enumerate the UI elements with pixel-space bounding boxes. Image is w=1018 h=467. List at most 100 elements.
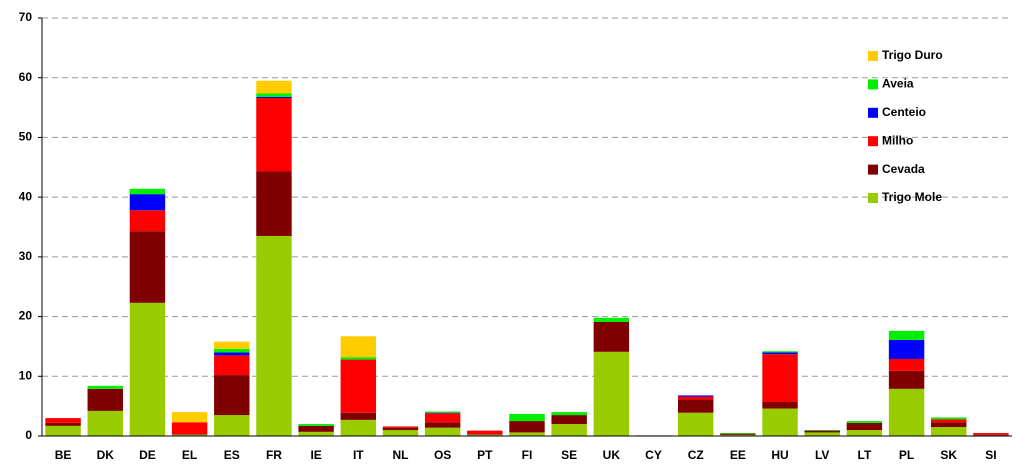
bar-segment — [846, 421, 883, 423]
y-tick-label: 40 — [19, 189, 33, 203]
bar-segment — [171, 434, 208, 435]
bar-segment — [551, 412, 587, 416]
bar-segment — [340, 412, 377, 420]
bar-segment — [129, 194, 166, 211]
bar-segment — [762, 401, 798, 409]
bar-segment — [762, 351, 798, 353]
bar-segment — [424, 427, 461, 436]
bar-segment — [214, 341, 250, 349]
bar-segment — [171, 412, 208, 423]
x-tick-label: IE — [310, 448, 321, 462]
bar-segment — [467, 430, 503, 435]
bar-segment — [129, 302, 166, 436]
legend-label: Milho — [882, 133, 913, 147]
x-tick-label: FR — [266, 448, 282, 462]
legend-label: Cevada — [882, 162, 925, 176]
bar-segment — [45, 425, 81, 436]
bar-segment — [298, 431, 334, 436]
bar-segment — [256, 96, 292, 99]
bar-segment — [720, 433, 756, 435]
bar-segment — [214, 375, 250, 416]
bar-segment — [171, 422, 208, 435]
y-tick-label: 60 — [19, 70, 33, 84]
bar-segment — [214, 352, 250, 356]
bar-segment — [129, 188, 166, 195]
bar-segment — [509, 432, 545, 436]
x-tick-label: IT — [353, 448, 364, 462]
x-tick-label: NL — [392, 448, 408, 462]
legend-swatch — [868, 107, 878, 118]
bar-segment — [973, 434, 1009, 436]
x-tick-label: BE — [55, 448, 72, 462]
x-tick-label: DK — [97, 448, 115, 462]
bar-segment — [846, 422, 883, 431]
bar-segment — [340, 419, 377, 436]
bar-segment — [340, 336, 377, 358]
x-tick-label: SI — [985, 448, 996, 462]
bar-segment — [256, 93, 292, 97]
bar-segment — [593, 351, 630, 436]
bar-segment — [256, 80, 292, 94]
y-tick-label: 10 — [19, 368, 33, 382]
bar-segment — [973, 433, 1009, 435]
x-tick-label: FI — [522, 448, 533, 462]
x-tick-label: CY — [645, 448, 662, 462]
bar-segment — [888, 339, 925, 359]
bar-segment — [888, 388, 925, 436]
bar-segment — [45, 422, 81, 426]
legend-swatch — [868, 136, 878, 147]
y-tick-label: 50 — [19, 130, 33, 144]
legend-label: Trigo Duro — [882, 48, 943, 62]
x-tick-label: EL — [182, 448, 197, 462]
y-tick-label: 0 — [25, 428, 32, 442]
bar-segment — [551, 424, 587, 436]
bar-segment — [593, 317, 630, 322]
bar-segment — [677, 395, 714, 397]
legend-swatch — [868, 193, 878, 203]
legend-swatch — [868, 79, 878, 90]
bar-segment — [931, 427, 967, 436]
bar-segment — [509, 421, 545, 433]
y-tick-label: 70 — [19, 10, 33, 24]
bar-segment — [340, 357, 377, 360]
bar-segment — [888, 330, 925, 340]
x-tick-label: LT — [858, 448, 872, 462]
bar-segment — [424, 412, 461, 414]
bar-segment — [677, 399, 714, 413]
bar-segment — [467, 434, 503, 435]
bar-segment — [677, 396, 714, 400]
bar-segment — [298, 425, 334, 432]
bar-segment — [931, 422, 967, 428]
x-tick-label: PT — [477, 448, 493, 462]
bar-segment — [762, 352, 798, 355]
x-tick-label: CZ — [688, 448, 704, 462]
bar-segment — [888, 370, 925, 389]
x-tick-label: OS — [434, 448, 451, 462]
bar-segment — [804, 430, 840, 431]
bar-segment — [382, 430, 419, 436]
x-tick-label: ES — [224, 448, 240, 462]
bar-segment — [87, 388, 123, 411]
bar-segment — [804, 432, 840, 436]
bar-segment — [256, 98, 292, 172]
bar-segment — [888, 358, 925, 371]
bar-segment — [87, 385, 123, 389]
legend-label: Aveia — [882, 77, 914, 91]
legend-swatch — [868, 164, 878, 175]
bar-segment — [593, 321, 630, 352]
bar-segment — [846, 430, 883, 436]
bar-segment — [762, 354, 798, 402]
bar-segment — [298, 424, 334, 426]
bar-segment — [171, 434, 208, 436]
bar-segment — [762, 408, 798, 436]
x-tick-label: SK — [940, 448, 957, 462]
bar-segment — [214, 348, 250, 353]
bar-segment — [551, 415, 587, 425]
bar-segment — [677, 412, 714, 436]
x-tick-label: DE — [139, 448, 156, 462]
bar-segment — [129, 210, 166, 232]
bar-segment — [214, 415, 250, 436]
x-tick-label: UK — [603, 448, 621, 462]
bar-segment — [424, 411, 461, 413]
